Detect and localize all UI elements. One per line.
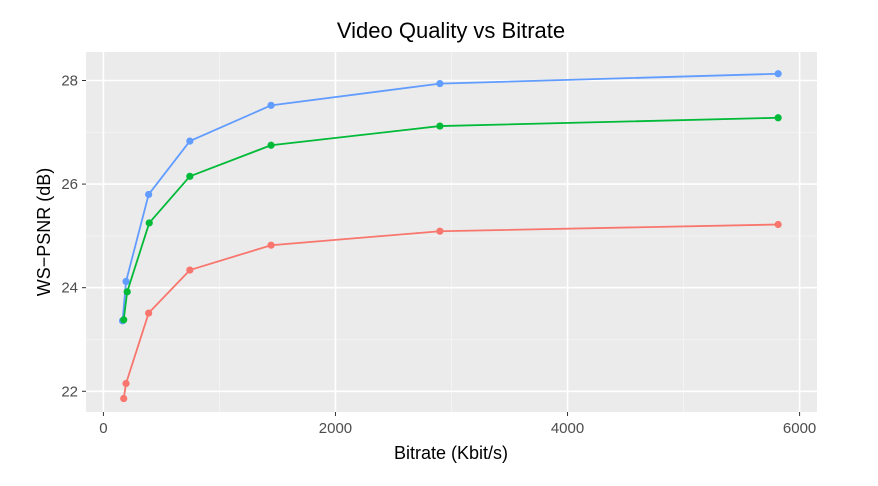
x-tick-label: 0 <box>99 420 107 437</box>
series-1-point <box>145 190 153 199</box>
series-2-point <box>145 219 153 227</box>
series-1-point <box>122 277 130 286</box>
y-tick-label: 22 <box>61 383 78 400</box>
series-2-point <box>774 114 782 122</box>
series-3-point <box>122 379 130 388</box>
series-2-point <box>186 172 194 180</box>
chart-title: Video Quality vs Bitrate <box>337 18 565 43</box>
y-tick-label: 28 <box>61 72 78 89</box>
major-gridlines <box>86 52 817 412</box>
x-tick-label: 4000 <box>551 420 584 437</box>
y-tick-label: 26 <box>61 176 78 193</box>
x-axis: 0 2000 4000 6000 <box>99 412 816 437</box>
series-3-point <box>267 241 275 249</box>
series-3-point <box>436 227 444 235</box>
series-1-point <box>436 79 444 88</box>
x-tick-label: 2000 <box>319 420 352 437</box>
minor-gridlines <box>86 52 817 412</box>
series-3-point <box>120 394 128 403</box>
series-3-point <box>774 220 782 229</box>
y-axis: 22 24 26 28 <box>61 72 86 400</box>
series-2-point <box>120 316 128 324</box>
series-1-point <box>267 101 275 109</box>
y-axis-title: WS−PSNR (dB) <box>34 168 54 297</box>
series-2-point <box>436 122 444 130</box>
series-3-point <box>186 266 194 274</box>
series-2-point <box>267 141 275 149</box>
series-2-point <box>123 288 131 296</box>
y-tick-label: 24 <box>61 280 78 297</box>
x-axis-title: Bitrate (Kbit/s) <box>394 443 508 463</box>
series-1-point <box>186 137 194 145</box>
series-3-point <box>145 309 153 317</box>
x-tick-label: 6000 <box>783 420 816 437</box>
series-layer <box>118 70 782 403</box>
series-1-point <box>774 70 782 78</box>
